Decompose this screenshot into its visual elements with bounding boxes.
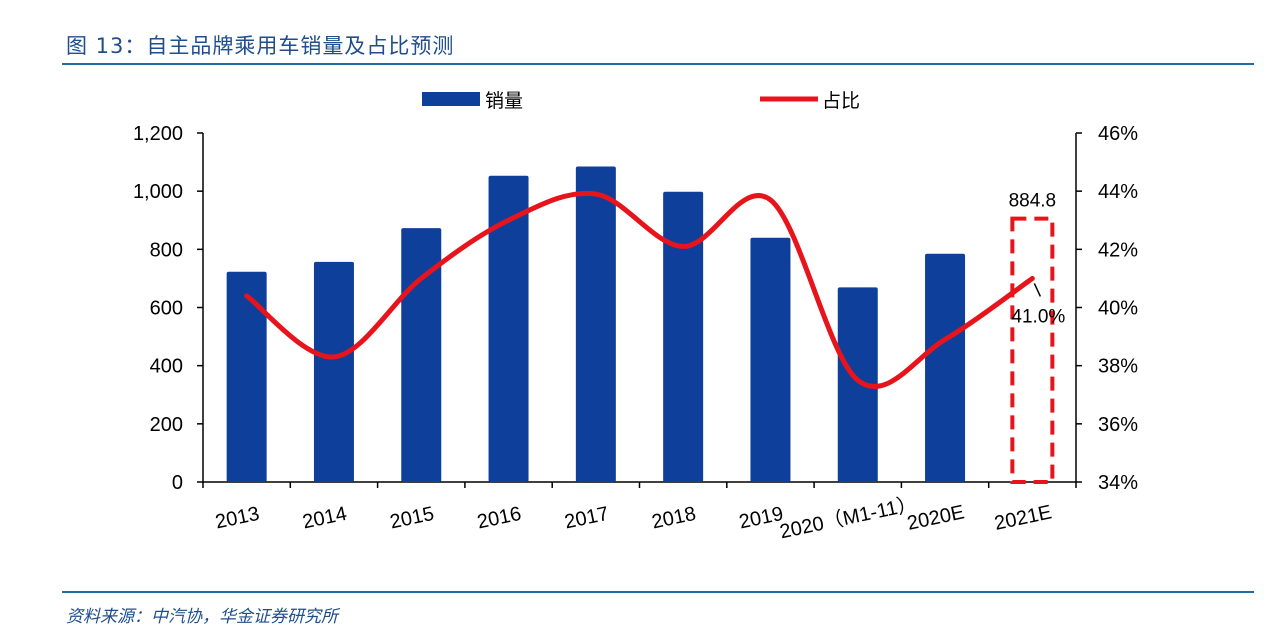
y-left-tick-label: 800 [150,239,183,261]
x-tick-label: 2015 [388,503,436,534]
figure-title: 图 13：自主品牌乘用车销量及占比预测 [66,34,455,58]
line-series [244,190,1035,389]
y-right-tick-label: 46% [1098,123,1138,145]
bar [750,237,791,482]
highlight-box [1010,216,1055,485]
top-rule [62,63,1254,65]
x-tick-label: 2018 [650,503,698,534]
legend: 销量 占比 [422,90,860,112]
y-left-tick-label: 1,000 [133,181,183,203]
bar [226,271,267,482]
y-left-tick-label: 600 [150,298,183,320]
y-left-tick-label: 400 [150,356,183,378]
x-tick-label: 2021E [993,501,1054,535]
bar [313,261,354,482]
source-note: 资料来源：中汽协，华金证券研究所 [66,607,338,627]
annotations: 884.8 41.0% [1009,191,1065,485]
y-right-tick-label: 40% [1098,298,1138,320]
x-tick-label: 2017 [563,503,611,534]
legend-line-label: 占比 [822,90,860,112]
y-right-tick-label: 44% [1098,181,1138,203]
x-tick-label: 2016 [475,503,523,534]
bar [488,175,529,482]
bar [925,253,966,482]
share-line [244,190,1035,389]
y-left-tick-label: 1,200 [133,123,183,145]
bar-data-label: 884.8 [1009,191,1057,212]
x-tick-label: 2019 [737,503,785,534]
x-tick-label: 2020（M1-11） [778,492,919,544]
x-tick-label: 2013 [213,503,261,534]
legend-bar-swatch [422,92,480,106]
line-data-label: 41.0% [1011,306,1065,327]
y-right-tick-label: 38% [1098,356,1138,378]
bar [837,287,878,482]
bar [575,166,616,482]
y-right-tick-label: 42% [1098,239,1138,261]
bars [226,166,966,482]
y-left-tick-label: 0 [172,472,183,494]
bottom-rule [62,591,1254,593]
y-left-tick-label: 200 [150,414,183,436]
line-label-leader [1033,283,1042,297]
legend-bar-label: 销量 [485,90,523,112]
bar [663,191,704,482]
y-right-tick-label: 34% [1098,472,1138,494]
bar [401,228,442,482]
x-tick-label: 2014 [301,503,349,534]
y-right-tick-label: 36% [1098,414,1138,436]
